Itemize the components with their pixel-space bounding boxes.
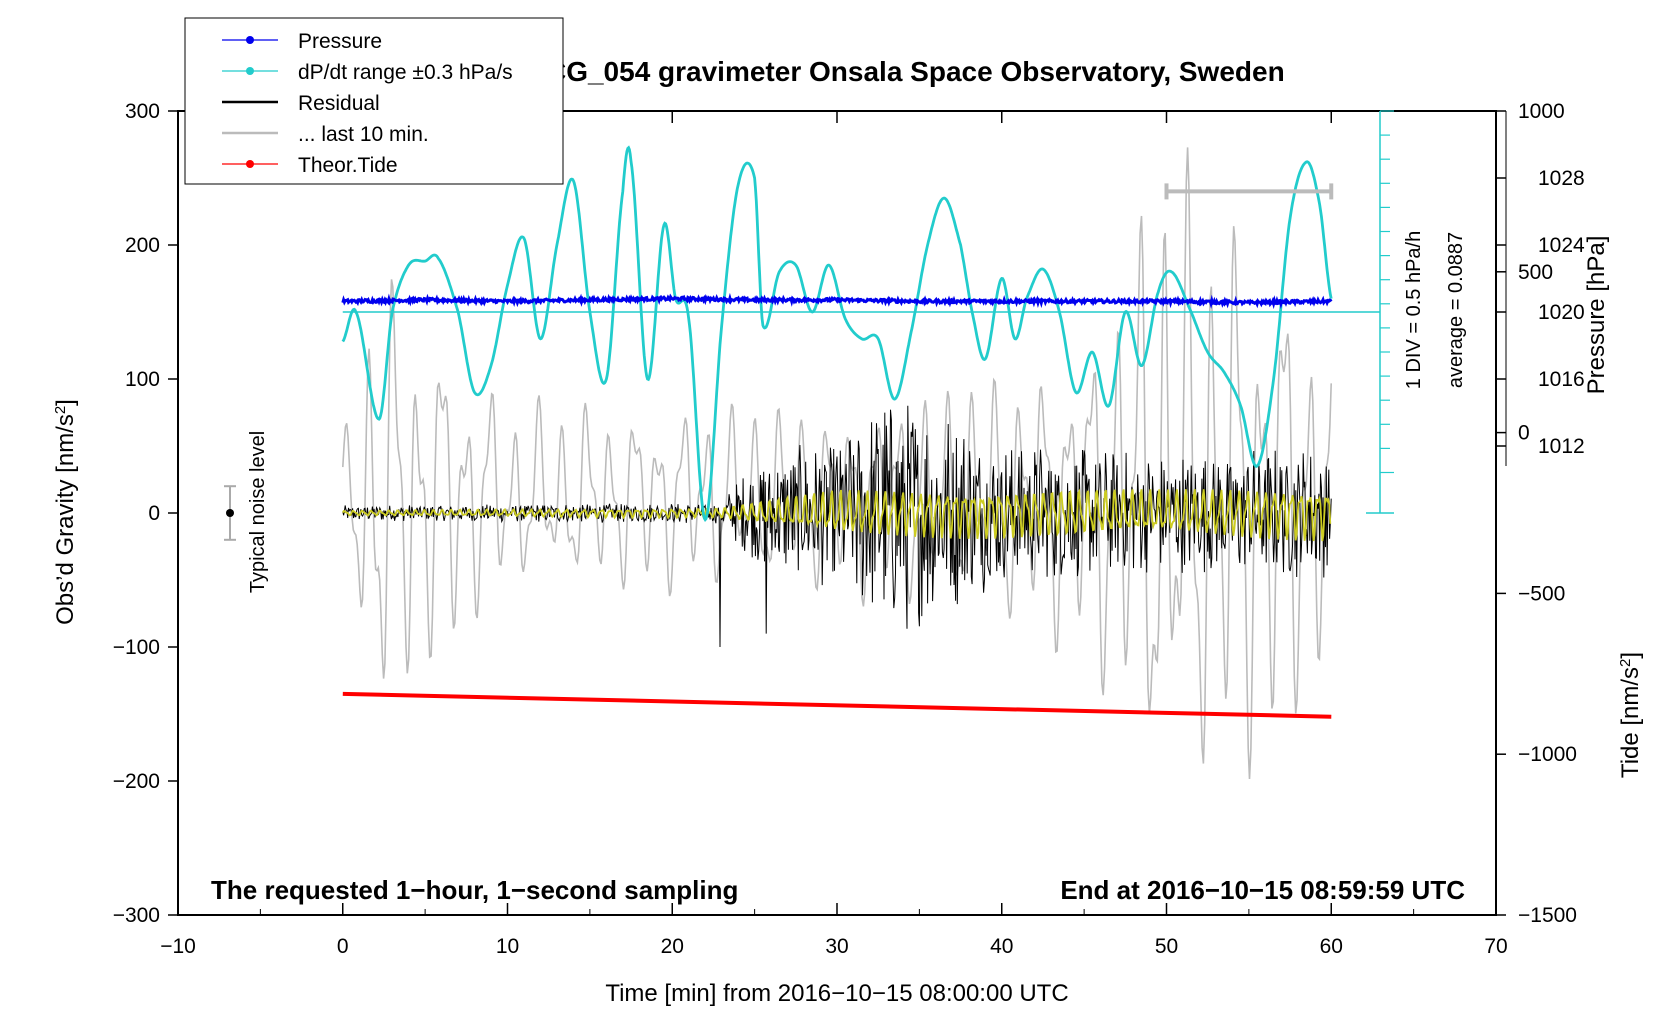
- y-axis-tide-label: Tide [nm/s2]: [1617, 652, 1645, 778]
- y-left-tick-label: 100: [125, 368, 160, 391]
- x-tick-label: 40: [990, 935, 1013, 958]
- y-left-tick-label: −100: [113, 636, 160, 659]
- legend-marker: [246, 67, 254, 75]
- bottom-left-note: The requested 1−hour, 1−second sampling: [211, 875, 738, 905]
- y-pressure-tick-label: 1020: [1538, 301, 1585, 324]
- y-axis-tide-label-main: Tide [nm/s: [1617, 667, 1644, 778]
- y-axis-tide-label-end: ]: [1617, 652, 1644, 659]
- y-axis-tide-label-sup: 2: [1617, 659, 1634, 667]
- y-axis-gravity-label-end: ]: [52, 399, 79, 406]
- y-tide-tick-label: 0: [1518, 422, 1530, 445]
- legend-entries: Pressure dP/dt range ±0.3 hPa/s Residual..…: [222, 30, 513, 177]
- y-axis-gravity-label-main: Obs’d Gravity [nm/s: [52, 414, 79, 625]
- legend-label: ... last 10 min.: [298, 123, 429, 146]
- x-axis-label: Time [min] from 2016−10−15 08:00:00 UTC: [605, 980, 1068, 1007]
- y-tide-tick-label: 1000: [1518, 100, 1565, 123]
- y-left-tick-label: 300: [125, 100, 160, 123]
- y-pressure-tick-label: 1028: [1538, 167, 1585, 190]
- x-tick-label: 70: [1484, 935, 1507, 958]
- y-axis-gravity-label: Obs’d Gravity [nm/s2]: [52, 399, 80, 625]
- series-layer: [341, 145, 1380, 780]
- y-axis-gravity-label-sup: 2: [52, 406, 69, 414]
- y-pressure-tick-label: 1016: [1538, 368, 1585, 391]
- last-10-min-bracket: [1164, 183, 1334, 200]
- x-tick-label: 0: [337, 935, 349, 958]
- series-dpdt: [341, 145, 1333, 523]
- noise-level-label: Typical noise level: [247, 431, 269, 593]
- y-left-tick-label: 200: [125, 234, 160, 257]
- scale-div-annotation: 1 DIV = 0.5 hPa/h: [1403, 231, 1425, 389]
- y-axis-gravity: 300 200 100 0 −100 −200 −300: [113, 100, 178, 927]
- series-theor-tide: [342, 691, 1332, 719]
- series-residual-filtered: [342, 488, 1332, 542]
- x-tick-label: 50: [1155, 935, 1178, 958]
- y-tide-tick-label: 500: [1518, 261, 1553, 284]
- legend: Pressure dP/dt range ±0.3 hPa/s Residual..…: [184, 17, 564, 185]
- x-axis: −10 0 10 20 30 40 50 60 70: [160, 111, 1508, 958]
- x-tick-label: 20: [661, 935, 684, 958]
- series-pressure: [341, 292, 1333, 310]
- legend-marker: [246, 36, 254, 44]
- y-axis-pressure-label: Pressure [hPa]: [1583, 236, 1610, 395]
- x-tick-label: −10: [160, 935, 196, 958]
- y-tide-tick-label: −1000: [1518, 743, 1577, 766]
- y-left-tick-label: −200: [113, 770, 160, 793]
- x-tick-label: 60: [1320, 935, 1343, 958]
- legend-marker: [246, 160, 254, 168]
- y-tide-tick-label: −500: [1518, 582, 1565, 605]
- y-pressure-tick-label: 1024: [1538, 234, 1585, 257]
- series-residual: [342, 405, 1332, 648]
- average-annotation: average = 0.0887: [1445, 232, 1467, 388]
- y-axis-pressure: 1028 1024 1020 1016 1012: [1496, 111, 1585, 466]
- y-axis-tide: 1000 500 0 −500 −1000 −1500: [1496, 100, 1577, 927]
- legend-label: Theor.Tide: [298, 154, 398, 177]
- noise-dot: [226, 509, 234, 517]
- legend-label: Residual: [298, 92, 380, 115]
- chart-title: SCG_054 gravimeter Onsala Space Observat…: [527, 56, 1284, 87]
- dpdt-scale-bar: [1366, 110, 1394, 514]
- x-tick-label: 30: [825, 935, 848, 958]
- y-pressure-tick-label: 1012: [1538, 435, 1585, 458]
- y-left-tick-label: 0: [148, 502, 160, 525]
- x-tick-label: 10: [496, 935, 519, 958]
- legend-label: dP/dt range ±0.3 hPa/s: [298, 61, 513, 84]
- y-tide-tick-label: −1500: [1518, 904, 1577, 927]
- legend-label: Pressure: [298, 30, 382, 53]
- bottom-right-note: End at 2016−10−15 08:59:59 UTC: [1060, 875, 1465, 905]
- y-left-tick-label: −300: [113, 904, 160, 927]
- noise-level-indicator: [224, 485, 236, 541]
